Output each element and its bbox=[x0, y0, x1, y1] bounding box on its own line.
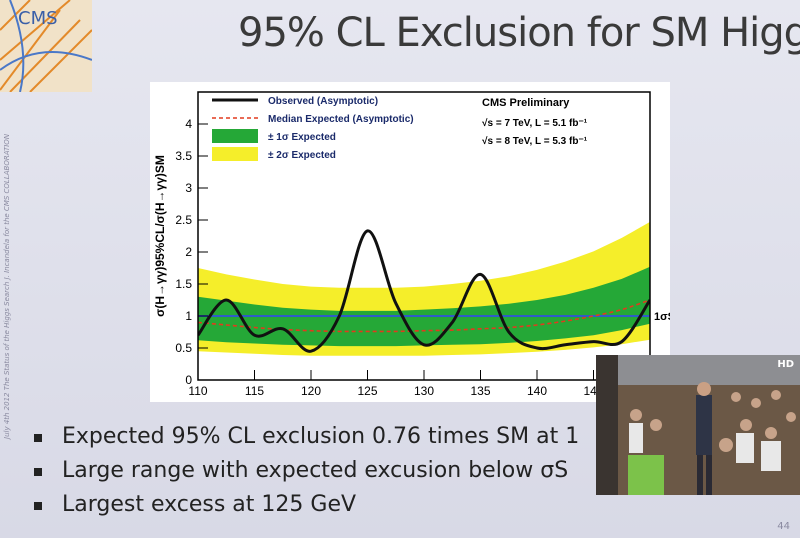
hd-badge: HD bbox=[777, 359, 794, 370]
median-expected-line bbox=[198, 299, 650, 333]
x-tick-label: 120 bbox=[301, 384, 321, 398]
cms-preliminary-label: CMS Preliminary bbox=[482, 97, 570, 109]
legend-label: ± 2σ Expected bbox=[268, 150, 336, 161]
y-tick-label: 3.5 bbox=[175, 149, 192, 163]
band-1sigma bbox=[198, 266, 650, 347]
legend: Observed (Asymptotic) Median Expected (As… bbox=[212, 96, 414, 161]
logo-text: CMS bbox=[18, 8, 58, 29]
lumi-8tev-label: √s = 8 TeV, L = 5.3 fb⁻¹ bbox=[482, 136, 588, 147]
legend-label: Observed (Asymptotic) bbox=[268, 96, 378, 107]
x-tick-label: 135 bbox=[470, 384, 490, 398]
lumi-7tev-label: √s = 7 TeV, L = 5.1 fb⁻¹ bbox=[482, 118, 588, 129]
y-tick-label: 0 bbox=[185, 373, 192, 387]
x-tick-label: 140 bbox=[527, 384, 547, 398]
page-number: 44 bbox=[777, 521, 790, 532]
legend-swatch-2sigma bbox=[212, 147, 258, 161]
y-tick-label: 2 bbox=[185, 245, 192, 259]
legend-label: Median Expected (Asymptotic) bbox=[268, 114, 414, 125]
video-overlay[interactable]: HD bbox=[596, 355, 800, 495]
legend-swatch-1sigma bbox=[212, 129, 258, 143]
sm-line-label: 1σSM bbox=[654, 311, 670, 323]
plot-area: 110 115 120 125 130 135 140 145 0 0.5 1 1.5 2 2.5 3 3.5… bbox=[150, 82, 684, 413]
x-tick-label: 130 bbox=[414, 384, 434, 398]
y-tick-label: 1 bbox=[185, 309, 192, 323]
bullet-expected-exclusion: Expected 95% CL exclusion 0.76 times SM … bbox=[30, 424, 610, 458]
cms-logo: CMS bbox=[0, 0, 92, 92]
bullet-list: Expected 95% CL exclusion 0.76 times SM … bbox=[30, 424, 610, 526]
slide-title: 95% CL Exclusion for SM Higgs bbox=[238, 10, 800, 56]
y-tick-label: 4 bbox=[185, 117, 192, 131]
y-axis-label: σ(H→γγ)95%CL/σ(H→γγ)SM bbox=[153, 155, 167, 317]
y-tick-label: 0.5 bbox=[175, 341, 192, 355]
bullet-largest-excess: Largest excess at 125 GeV bbox=[30, 492, 610, 526]
observed-line bbox=[198, 229, 650, 353]
legend-label: ± 1σ Expected bbox=[268, 132, 336, 143]
y-tick-label: 1.5 bbox=[175, 277, 192, 291]
exclusion-chart: 110 115 120 125 130 135 140 14500.511.522.533.5… bbox=[153, 91, 684, 413]
y-tick-label: 3 bbox=[185, 181, 192, 195]
x-tick-label: 115 bbox=[245, 384, 264, 398]
audience-scene bbox=[596, 355, 800, 495]
x-tick-label: 125 bbox=[357, 384, 377, 398]
side-caption: July 4th 2012 The Status of the Higgs Se… bbox=[3, 133, 11, 439]
y-tick-label: 2.5 bbox=[175, 213, 192, 227]
bullet-large-range: Large range with expected excusion below… bbox=[30, 458, 610, 492]
x-tick-label: 110 bbox=[188, 384, 207, 398]
